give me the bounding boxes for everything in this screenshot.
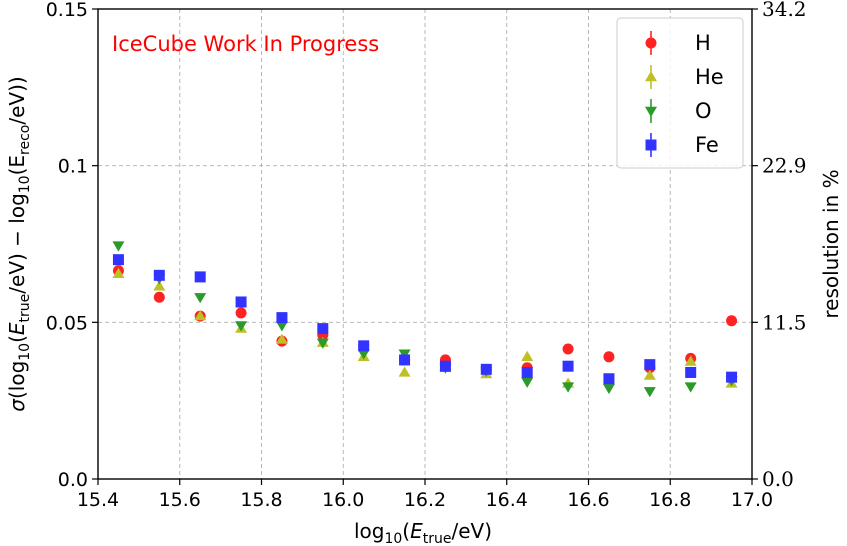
legend-box	[616, 17, 744, 169]
data-point-fe	[726, 371, 738, 383]
data-point-fe	[521, 366, 533, 378]
x-tick-label: 16.4	[486, 489, 528, 511]
data-point-h	[153, 291, 165, 303]
axis-ticks: 15.4 15.6 15.8 16.0 16.2 16.4 16.6 16.8 17.00.00…	[46, 0, 807, 511]
annotation-text: IceCube Work In Progress	[112, 32, 379, 56]
data-point-o	[235, 321, 248, 332]
data-point-fe	[562, 360, 574, 372]
data-point-fe	[480, 363, 492, 375]
legend-label-h: H	[695, 31, 711, 55]
data-point-he	[153, 280, 166, 291]
legend-marker-he	[645, 71, 657, 82]
data-point-fe	[358, 340, 370, 352]
series-fe	[112, 254, 738, 385]
data-point-he	[275, 333, 288, 344]
x-tick-label: 15.8	[240, 489, 282, 511]
legend: H He O Fe	[616, 17, 744, 169]
x-tick-label: 15.6	[159, 489, 201, 511]
data-point-fe	[644, 359, 656, 371]
data-point-h	[235, 307, 247, 319]
data-point-he	[643, 369, 656, 380]
data-point-fe	[685, 366, 697, 378]
legend-marker-h	[645, 37, 657, 49]
legend-label-he: He	[695, 65, 724, 89]
x-tick-label: 16.8	[649, 489, 691, 511]
y-tick-label: 0.0	[58, 469, 88, 491]
data-point-h	[562, 343, 574, 355]
data-point-o	[684, 382, 697, 393]
data-point-o	[112, 241, 125, 252]
data-point-h	[726, 315, 738, 327]
data-point-he	[521, 350, 534, 361]
y-axis-label-right: resolution in %	[819, 169, 843, 318]
x-tick-label: 17.0	[731, 489, 773, 511]
series-he	[112, 267, 738, 388]
data-point-he	[398, 366, 411, 377]
data-point-o	[602, 383, 615, 395]
x-tick-label: 16.0	[322, 489, 364, 511]
data-point-fe	[603, 373, 615, 385]
data-point-o	[357, 349, 370, 360]
legend-label-o: O	[695, 99, 712, 123]
data-point-o	[521, 377, 534, 388]
y-tick-label: 0.1	[58, 156, 88, 178]
x-tick-label: 16.2	[404, 489, 446, 511]
data-point-fe	[317, 323, 329, 335]
data-point-o	[275, 321, 288, 332]
y-right-tick-label: 11.5	[762, 310, 807, 334]
legend-marker-fe	[645, 139, 657, 151]
x-axis-label: log10(Etrue/eV)	[354, 519, 492, 546]
data-point-o	[194, 293, 207, 304]
data-point-o	[562, 382, 575, 393]
data-point-he	[194, 310, 207, 321]
y-right-tick-label: 22.9	[762, 154, 807, 178]
data-point-fe	[439, 360, 451, 372]
data-point-fe	[235, 296, 247, 308]
data-points	[112, 241, 738, 398]
data-point-he	[684, 355, 697, 366]
data-point-fe	[153, 269, 165, 281]
data-point-he	[112, 267, 125, 278]
x-tick-label: 16.6	[567, 489, 609, 511]
data-point-fe	[194, 271, 206, 283]
legend-label-fe: Fe	[695, 133, 719, 157]
data-point-fe	[112, 254, 124, 266]
y-right-tick-label: 0.0	[762, 467, 794, 491]
y-tick-label: 0.15	[46, 0, 88, 21]
data-point-o	[316, 338, 329, 349]
y-axis-label: σ(log10(Etrue/eV) − log10(Ereco/eV))	[5, 76, 33, 411]
data-point-fe	[399, 354, 411, 366]
legend-marker-o	[645, 106, 657, 117]
data-point-o	[643, 387, 656, 398]
data-point-h	[603, 351, 615, 363]
y-tick-label: 0.05	[46, 312, 88, 334]
y-right-tick-label: 34.2	[762, 0, 807, 21]
data-point-fe	[276, 312, 288, 324]
x-tick-label: 15.4	[77, 489, 119, 511]
